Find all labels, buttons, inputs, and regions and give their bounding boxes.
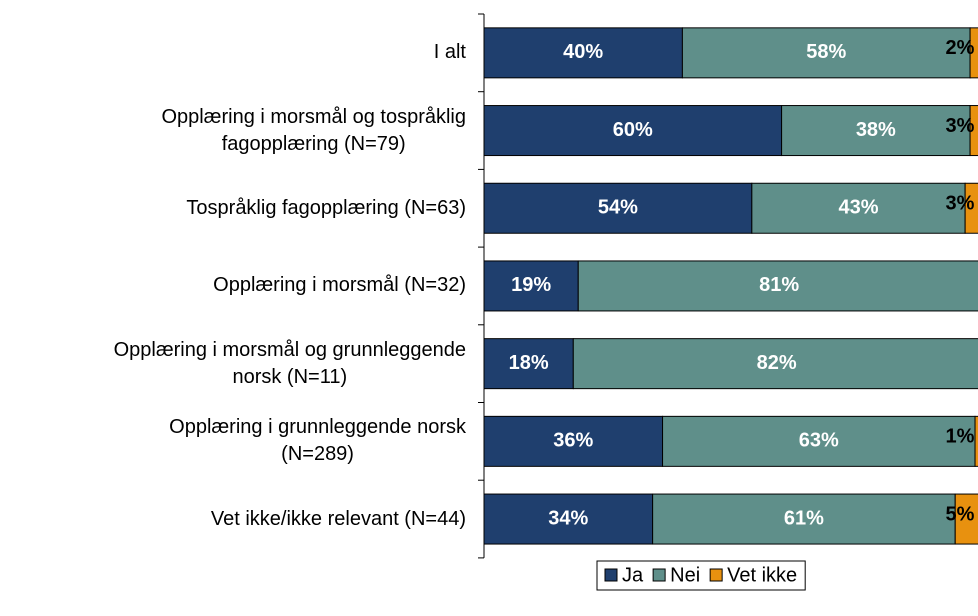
- data-label: 3%: [946, 115, 975, 137]
- legend-label: Vet ikke: [727, 564, 797, 586]
- category-text: Opplæring i morsmål (N=32): [213, 274, 466, 297]
- category-text: I alt: [433, 41, 466, 64]
- bar-segment: [483, 260, 579, 312]
- category-label: Opplæring i grunnleggende norsk (N=289): [0, 411, 466, 471]
- bar-segment: [483, 338, 574, 390]
- data-label: 34%: [548, 507, 588, 529]
- bar-segment: [483, 105, 783, 157]
- bar-segment: [483, 182, 753, 234]
- data-label: 2%: [946, 37, 975, 59]
- legend-box: [596, 560, 806, 591]
- category-text: Opplæring i grunnleggende norsk (N=289): [169, 416, 466, 466]
- bar-segment: [954, 493, 978, 545]
- legend: Ja Nei Vet ikke: [596, 560, 806, 591]
- data-label: 3%: [946, 193, 975, 215]
- data-label: 43%: [838, 197, 878, 219]
- data-label: 1%: [946, 426, 975, 448]
- bar-segment: [964, 182, 978, 234]
- category-label: I alt: [0, 23, 466, 83]
- category-text: Opplæring i morsmål og tospråklig fagopp…: [161, 105, 466, 155]
- data-label: 82%: [757, 352, 797, 374]
- bar-segment: [662, 415, 976, 467]
- data-label: 36%: [553, 430, 593, 452]
- bar-segment: [572, 338, 978, 390]
- category-label: Tospråklig fagopplæring (N=63): [0, 178, 466, 238]
- data-label: 5%: [946, 503, 975, 525]
- data-label: 63%: [799, 430, 839, 452]
- data-label: 19%: [511, 274, 551, 296]
- data-label: 81%: [759, 274, 799, 296]
- category-text: Opplæring i morsmål og grunnleggende nor…: [113, 338, 466, 388]
- data-label: 18%: [509, 352, 549, 374]
- data-label: 38%: [856, 119, 896, 141]
- data-label: 60%: [613, 119, 653, 141]
- data-label: 58%: [806, 41, 846, 63]
- category-text: Vet ikke/ikke relevant (N=44): [210, 507, 466, 530]
- legend-swatch: [709, 568, 723, 582]
- bar-segment: [969, 27, 978, 79]
- category-label: Vet ikke/ikke relevant (N=44): [0, 489, 466, 549]
- data-label: 40%: [563, 41, 603, 63]
- data-label: 54%: [598, 197, 638, 219]
- category-label: Opplæring i morsmål og tospråklig fagopp…: [0, 101, 466, 161]
- bar-segment: [751, 182, 966, 234]
- category-label: Opplæring i morsmål (N=32): [0, 256, 466, 316]
- legend-swatch: [604, 568, 618, 582]
- bar-segment: [483, 415, 664, 467]
- bar-segment: [681, 27, 971, 79]
- legend-label: Ja: [622, 564, 644, 586]
- legend-label: Nei: [670, 564, 700, 586]
- bar-segment: [577, 260, 978, 312]
- category-text: Tospråklig fagopplæring (N=63): [186, 196, 466, 219]
- bar-segment: [483, 493, 654, 545]
- category-label: Opplæring i morsmål og grunnleggende nor…: [0, 334, 466, 394]
- legend-swatch: [652, 568, 666, 582]
- data-label: 61%: [784, 507, 824, 529]
